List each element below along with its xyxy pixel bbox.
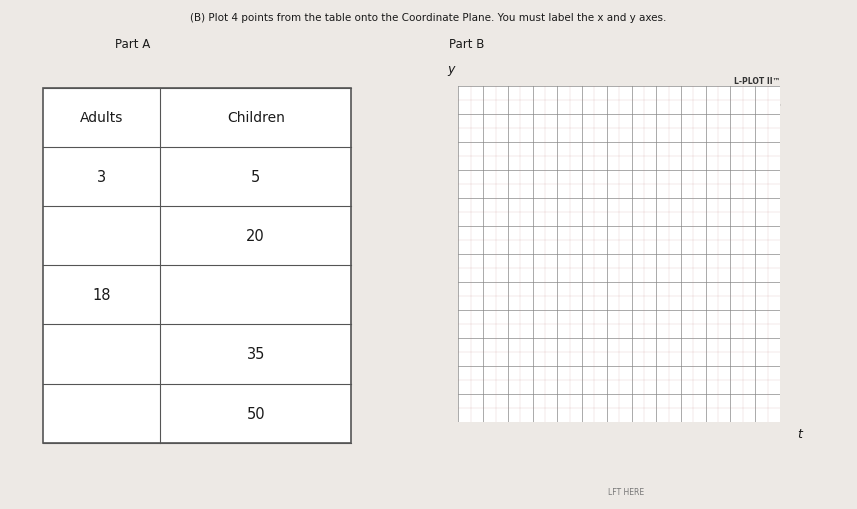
- Bar: [43, 89, 351, 443]
- Text: 3: 3: [97, 169, 106, 185]
- Text: y: y: [447, 63, 455, 76]
- Text: Part A: Part A: [115, 38, 151, 51]
- Text: 50: 50: [247, 406, 265, 421]
- Text: (B) Plot 4 points from the table onto the Coordinate Plane. You must label the x: (B) Plot 4 points from the table onto th…: [190, 13, 667, 23]
- Text: Part B: Part B: [449, 38, 485, 51]
- Text: 20: 20: [246, 229, 265, 244]
- Text: L-PLOT II™: L-PLOT II™: [734, 76, 780, 86]
- Text: Copyright 2015 Mathematics People
No. #C2009: Copyright 2015 Mathematics People No. #C…: [691, 97, 780, 107]
- Text: 5: 5: [251, 169, 261, 185]
- Text: LFT HERE: LFT HERE: [608, 487, 644, 496]
- Text: Children: Children: [227, 111, 285, 125]
- Text: Adults: Adults: [80, 111, 123, 125]
- Text: 18: 18: [93, 288, 111, 303]
- Text: 35: 35: [247, 347, 265, 362]
- Text: t: t: [797, 427, 802, 440]
